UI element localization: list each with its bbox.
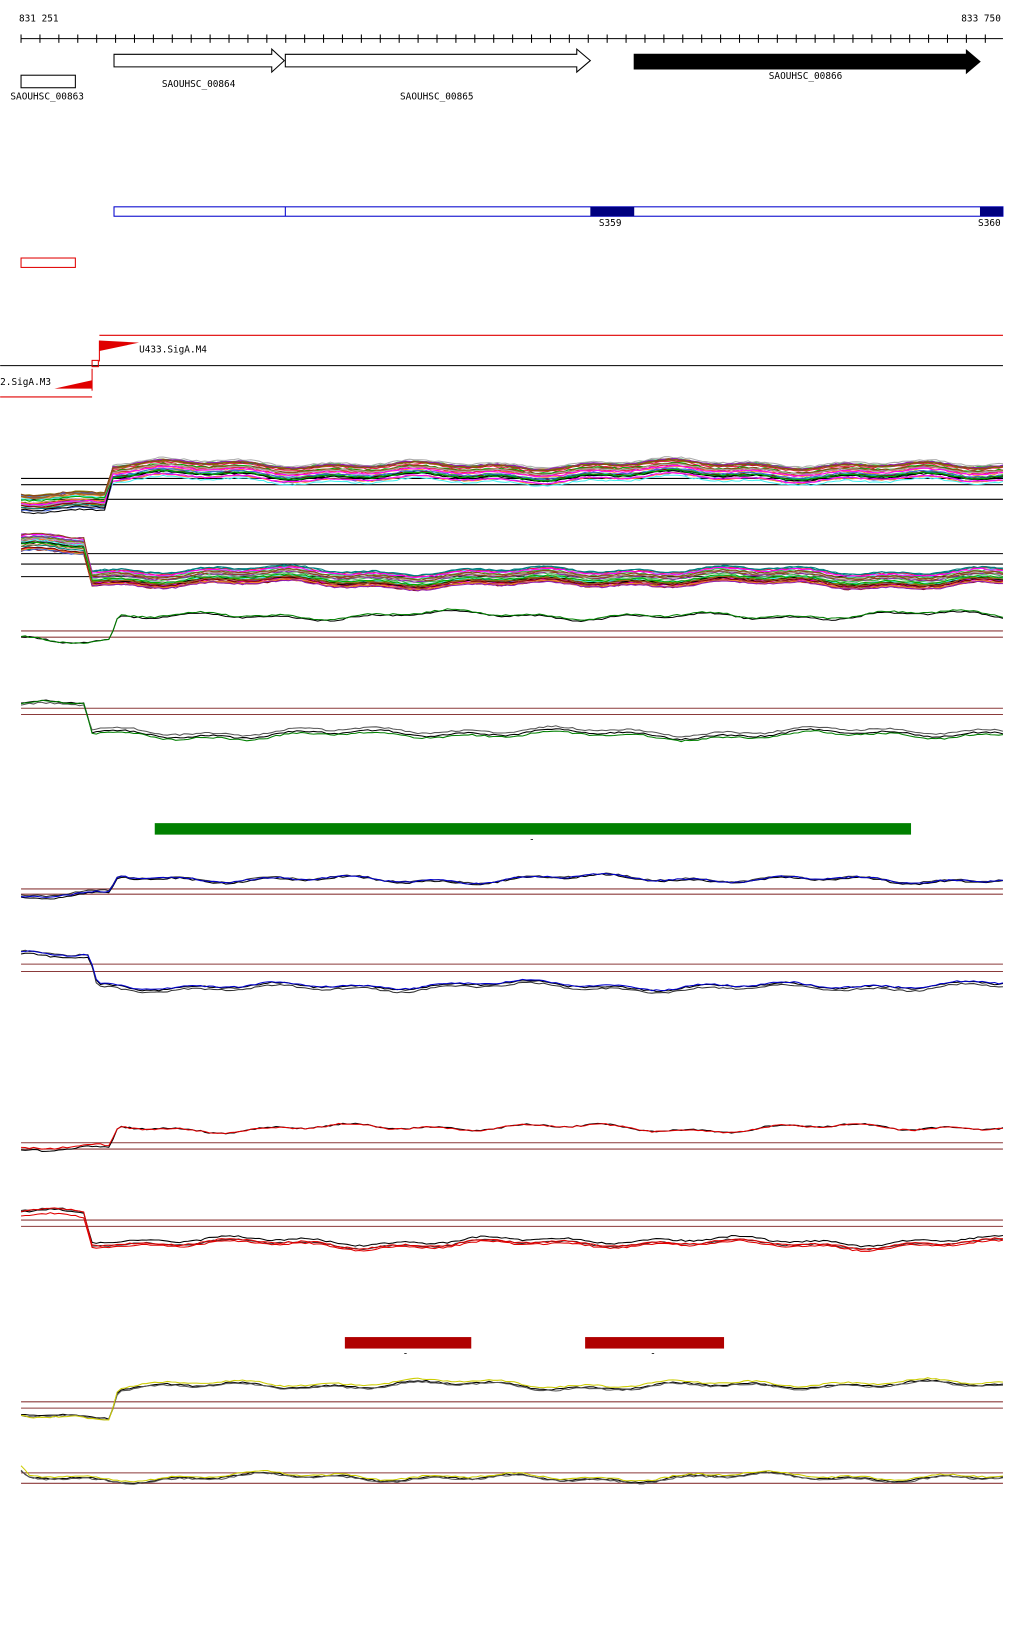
trace [20, 873, 1004, 900]
trace [21, 460, 1004, 510]
promoter-triangle [54, 380, 93, 389]
gene-label: SAOUHSC_00866 [769, 71, 843, 82]
trace [20, 535, 1003, 592]
feature-box [20, 257, 76, 268]
trace [20, 458, 1004, 497]
trace [20, 1208, 1004, 1248]
segment-block [590, 206, 635, 217]
promoter-label: U433.SigA.M4 [139, 344, 207, 355]
segment-label: S360 [978, 218, 1001, 229]
trace [20, 952, 1004, 993]
trace [21, 467, 1004, 498]
trace [20, 1380, 1003, 1421]
segment-label: S359 [599, 218, 622, 229]
feature-label: - [650, 1348, 656, 1359]
trace [20, 463, 1003, 507]
trace [20, 1465, 1004, 1483]
gene-label: SAOUHSC_00865 [400, 92, 473, 103]
gene-arrow [284, 47, 592, 74]
segment-block [979, 206, 1003, 217]
promoter-triangle [99, 340, 140, 351]
trace [21, 1122, 1004, 1152]
trace [20, 699, 1004, 743]
trace [20, 546, 1004, 589]
promoter-square [91, 359, 99, 368]
promoter-label: 2.SigA.M3 [0, 377, 51, 388]
trace [20, 1469, 1004, 1485]
gene-arrow [633, 49, 981, 75]
trace [21, 609, 1004, 644]
trace [21, 474, 1004, 497]
trace [20, 543, 1004, 588]
trace [20, 699, 1004, 741]
expression-traces [20, 456, 1004, 1485]
feature-bar [344, 1337, 472, 1349]
gene-label: SAOUHSC_00864 [162, 79, 236, 90]
start-coordinate: 831 251 [19, 13, 59, 24]
trace [21, 541, 1004, 586]
feature-label: - [403, 1348, 409, 1359]
trace [21, 544, 1003, 577]
trace [20, 465, 1004, 506]
feature-label: - [529, 834, 535, 845]
trace [21, 1122, 1003, 1150]
trace [21, 950, 1004, 992]
trace [20, 1377, 1003, 1421]
trace [20, 456, 1003, 510]
trace [21, 535, 1004, 577]
trace [20, 468, 1003, 502]
trace [20, 1207, 1003, 1251]
end-coordinate: 833 750 [961, 13, 1001, 24]
feature-bar [154, 823, 912, 835]
segment-track [113, 206, 1004, 217]
feature-bar [585, 1337, 725, 1349]
gene-label: SAOUHSC_00863 [10, 92, 84, 103]
trace [20, 533, 1004, 579]
trace [20, 949, 1003, 994]
trace [21, 458, 1004, 507]
ruler [20, 34, 1003, 43]
trace [21, 873, 1003, 898]
trace [20, 532, 1004, 581]
gene-arrow [113, 47, 286, 74]
trace [21, 471, 1004, 505]
gene-box [20, 74, 76, 89]
trace [20, 1212, 1004, 1252]
trace [20, 608, 1004, 644]
trace [20, 701, 1004, 738]
